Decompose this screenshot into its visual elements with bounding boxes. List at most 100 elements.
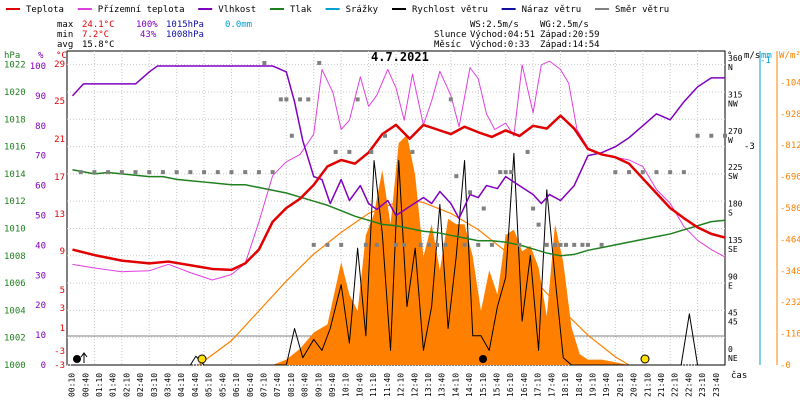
- wind-direction-point: [563, 242, 568, 247]
- wind-direction-point: [580, 242, 585, 247]
- wind-direction-point: [215, 170, 220, 175]
- wind-gust-summary: WG:2.5m/s: [540, 20, 589, 30]
- tick-label-wind-direction-name: S: [728, 209, 733, 218]
- tick-label-pressure: 1008: [4, 252, 26, 262]
- wind-direction-point: [599, 242, 604, 247]
- unit-deg: °: [727, 51, 732, 61]
- tick-label-time: 09:40: [328, 373, 337, 397]
- tick-label-time: 14:40: [465, 373, 474, 397]
- tick-label-humidity: 30: [35, 271, 46, 281]
- legend-label: Přízemní teplota: [98, 5, 185, 15]
- wind-direction-point: [243, 170, 248, 175]
- tick-label-time: 15:10: [479, 373, 488, 397]
- wind-direction-point: [284, 97, 289, 102]
- wind-direction-point: [202, 170, 207, 175]
- tick-label-time: 00:10: [68, 373, 77, 397]
- series-line-tlak: [72, 169, 726, 257]
- sunrise-marker: [197, 354, 207, 364]
- legend-label: Teplota: [26, 5, 64, 15]
- tick-label-radiation: -696: [780, 173, 800, 183]
- tick-label-time: 01:10: [95, 373, 104, 397]
- tick-label-time: 17:40: [547, 373, 556, 397]
- tick-label-time: 06:10: [232, 373, 241, 397]
- tick-label-wind-direction: 45: [728, 309, 738, 318]
- wind-direction-point: [443, 242, 448, 247]
- wind-direction-point: [709, 133, 714, 138]
- tick-label-humidity: 50: [35, 211, 46, 221]
- tick-label-wind-direction: 90: [728, 272, 738, 281]
- tick-label-humidity: 0: [41, 361, 46, 371]
- tick-label-pressure: 1004: [4, 306, 26, 316]
- tick-label-time: 02:10: [122, 373, 131, 397]
- tick-label-time: 07:10: [259, 373, 268, 397]
- moon-rise-marker: [73, 355, 81, 363]
- tick-label-time: 13:10: [424, 373, 433, 397]
- legend-label: Rychlost větru: [412, 5, 488, 15]
- tick-label-time: 08:10: [287, 373, 296, 397]
- tick-label-time: 03:40: [164, 373, 173, 397]
- wind-direction-point: [681, 170, 686, 175]
- stats-min-temp: 7.2°C: [82, 30, 109, 40]
- tick-label-time: 09:10: [314, 373, 323, 397]
- tick-label-wind-direction-name: 45: [728, 318, 738, 327]
- tick-label-wind-direction-name: W: [728, 136, 733, 145]
- tick-label-time: 06:40: [246, 373, 255, 397]
- tick-label-radiation: -812: [780, 141, 800, 151]
- wind-direction-point: [347, 149, 352, 154]
- legend-label: Náraz větru: [522, 5, 582, 15]
- sunset-marker: [640, 354, 650, 364]
- wind-direction-point: [525, 149, 530, 154]
- wind-direction-point: [119, 170, 124, 175]
- tick-label-temperature: 1: [60, 324, 65, 334]
- wind-direction-point: [695, 133, 700, 138]
- tick-label-rain: -1: [760, 56, 771, 66]
- stats-block: max 24.1°C 100% 1015hPa 0.0mm min 7.2°C …: [57, 20, 252, 50]
- tick-label-wind-direction: 315: [728, 90, 743, 99]
- wind-direction-point: [325, 242, 330, 247]
- unit-hpa: hPa: [4, 51, 20, 61]
- wind-direction-point: [448, 97, 453, 102]
- wind-direction-point: [723, 133, 727, 138]
- tick-label-pressure: 1018: [4, 115, 26, 125]
- tick-label-time: 16:10: [506, 373, 515, 397]
- tick-label-radiation: -1044: [780, 78, 800, 88]
- wind-direction-point: [369, 149, 374, 154]
- tick-label-radiation: -348: [780, 267, 800, 277]
- moon-rise-arrow-icon: [80, 352, 88, 363]
- moon-set: Západ:14:54: [540, 40, 600, 50]
- tick-label-radiation: -232: [780, 298, 800, 308]
- stats-min-press: 1008hPa: [166, 30, 204, 40]
- tick-label-radiation: -580: [780, 204, 800, 214]
- wind-direction-point: [654, 170, 659, 175]
- tick-label-wind-direction-name: NE: [728, 354, 738, 363]
- tick-label-humidity: 90: [35, 92, 46, 102]
- stats-max-temp: 24.1°C: [82, 20, 115, 30]
- wind-direction-point: [489, 242, 494, 247]
- chart-title: 4.7.2021: [371, 50, 429, 64]
- wind-direction-point: [317, 61, 322, 65]
- tick-label-time: 22:40: [684, 373, 693, 397]
- wind-direction-point: [454, 174, 459, 179]
- wind-direction-point: [229, 170, 234, 175]
- radiation-measured-area: [272, 134, 630, 365]
- wind-direction-point: [333, 149, 338, 154]
- tick-label-pressure: 1006: [4, 279, 26, 289]
- wind-direction-point: [383, 133, 388, 138]
- tick-label-temperature: 3: [60, 304, 65, 314]
- tick-label-time: 21:10: [643, 373, 652, 397]
- wind-direction-point: [133, 170, 138, 175]
- tick-label-wind-direction-name: N: [728, 63, 733, 72]
- wind-direction-point: [339, 242, 344, 247]
- wind-direction-point: [531, 206, 536, 211]
- legend-label: Směr větru: [615, 5, 669, 15]
- wind-direction-point: [92, 170, 97, 175]
- tick-label-wind-direction: 0: [728, 345, 733, 354]
- wind-direction-series: [78, 61, 727, 247]
- wind-direction-point: [536, 222, 541, 227]
- wind-direction-point: [517, 242, 522, 247]
- tick-label-time: 22:10: [671, 373, 680, 397]
- tick-label-humidity: 100: [30, 62, 46, 72]
- tick-label-temperature: -3: [54, 361, 65, 371]
- wind-direction-point: [585, 242, 590, 247]
- tick-label-wind-speed: -3: [744, 142, 755, 152]
